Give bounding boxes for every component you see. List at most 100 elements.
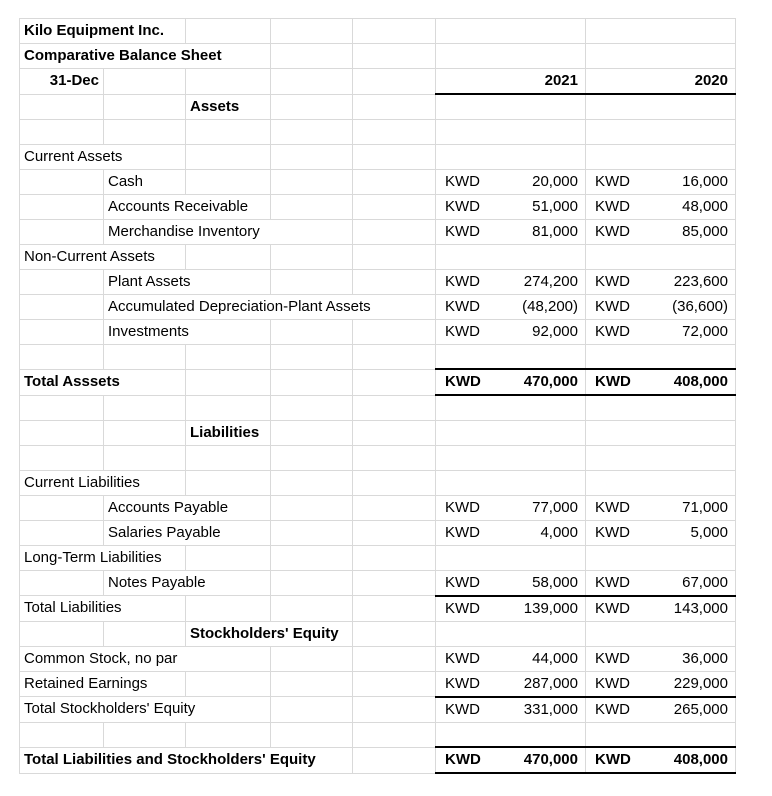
cell-value-2020[interactable]: KWD 265,000 [585,695,736,723]
cell-empty[interactable] [103,419,186,446]
cell-empty[interactable] [352,268,436,295]
cell-empty[interactable] [352,696,436,723]
cell-label[interactable]: Stockholders' Equity [185,620,353,647]
cell-empty[interactable] [352,243,436,270]
cell-value-2021[interactable] [435,118,586,145]
cell-empty[interactable] [270,18,353,44]
cell-value-2020[interactable] [585,394,736,421]
cell-value-2021[interactable]: KWD 81,000 [435,218,586,245]
cell-empty[interactable] [352,43,436,69]
cell-label[interactable]: Assets [185,93,271,120]
cell-value-2021[interactable] [435,721,586,748]
cell-empty[interactable] [103,444,186,471]
cell-empty[interactable] [352,368,436,396]
cell-empty[interactable] [103,68,186,95]
cell-empty[interactable] [103,118,186,145]
cell-empty[interactable] [352,18,436,44]
cell-label[interactable]: Accounts Payable [103,494,271,521]
cell-value-2021[interactable] [435,620,586,647]
cell-empty[interactable] [19,394,104,421]
cell-empty[interactable] [185,444,271,471]
cell-empty[interactable] [352,193,436,220]
cell-value-2021[interactable] [435,43,586,69]
year-header-2021[interactable]: 2021 [435,68,586,95]
cell-empty[interactable] [270,394,353,421]
cell-empty[interactable] [352,168,436,195]
cell-value-2021[interactable]: KWD 470,000 [435,746,586,774]
cell-empty[interactable] [19,569,104,596]
cell-empty[interactable] [270,168,353,195]
cell-value-2021[interactable]: KWD 51,000 [435,193,586,220]
cell-value-2020[interactable] [585,544,736,571]
cell-empty[interactable] [270,193,353,220]
cell-value-2021[interactable] [435,343,586,370]
cell-empty[interactable] [185,368,271,396]
cell-label[interactable]: Liabilities [185,419,271,446]
cell-empty[interactable] [270,595,353,622]
cell-value-2021[interactable]: KWD 287,000 [435,670,586,697]
cell-value-2020[interactable] [585,419,736,446]
cell-empty[interactable] [352,544,436,571]
cell-label[interactable]: Accumulated Depreciation-Plant Assets [103,293,436,320]
cell-label[interactable]: Kilo Equipment Inc. [19,18,186,44]
cell-value-2021[interactable]: KWD (48,200) [435,293,586,320]
cell-value-2021[interactable]: KWD 44,000 [435,645,586,672]
cell-value-2020[interactable]: KWD 408,000 [585,368,736,396]
cell-empty[interactable] [270,469,353,496]
cell-empty[interactable] [185,68,271,95]
cell-empty[interactable] [19,118,104,145]
cell-value-2020[interactable] [585,243,736,270]
cell-value-2021[interactable]: KWD 20,000 [435,168,586,195]
cell-value-2021[interactable] [435,544,586,571]
cell-empty[interactable] [352,569,436,596]
cell-empty[interactable] [352,620,436,647]
cell-empty[interactable] [270,544,353,571]
cell-value-2020[interactable]: KWD (36,600) [585,293,736,320]
cell-empty[interactable] [352,746,436,774]
cell-label[interactable]: Total Asssets [19,368,186,396]
cell-empty[interactable] [19,519,104,546]
cell-value-2020[interactable]: KWD 48,000 [585,193,736,220]
cell-empty[interactable] [19,268,104,295]
cell-empty[interactable] [352,394,436,421]
cell-empty[interactable] [352,93,436,120]
cell-label[interactable]: Total Liabilities and Stockholders' Equi… [19,746,353,774]
cell-empty[interactable] [352,218,436,245]
cell-empty[interactable] [270,93,353,120]
year-header-2020[interactable]: 2020 [585,68,736,95]
cell-value-2020[interactable]: KWD 408,000 [585,746,736,774]
cell-empty[interactable] [103,620,186,647]
cell-empty[interactable] [352,721,436,748]
cell-label[interactable]: Current Liabilities [19,469,186,496]
cell-value-2020[interactable] [585,469,736,496]
cell-empty[interactable] [270,43,353,69]
cell-value-2020[interactable] [585,18,736,44]
cell-empty[interactable] [270,68,353,95]
cell-empty[interactable] [270,343,353,370]
cell-empty[interactable] [185,118,271,145]
cell-empty[interactable] [270,696,353,723]
cell-label[interactable]: Non-Current Assets [19,243,186,270]
cell-value-2020[interactable]: KWD 85,000 [585,218,736,245]
cell-empty[interactable] [19,93,104,120]
cell-empty[interactable] [185,143,271,170]
cell-empty[interactable] [352,469,436,496]
cell-empty[interactable] [19,419,104,446]
cell-value-2021[interactable]: KWD 58,000 [435,569,586,596]
cell-value-2020[interactable] [585,118,736,145]
cell-value-2021[interactable]: KWD 470,000 [435,368,586,396]
cell-value-2020[interactable]: KWD 67,000 [585,569,736,596]
cell-empty[interactable] [19,318,104,345]
cell-label[interactable]: Current Assets [19,143,186,170]
cell-empty[interactable] [352,68,436,95]
cell-empty[interactable] [270,519,353,546]
cell-value-2021[interactable] [435,394,586,421]
cell-empty[interactable] [185,670,271,697]
cell-empty[interactable] [270,268,353,295]
cell-empty[interactable] [19,193,104,220]
cell-value-2021[interactable]: KWD 139,000 [435,594,586,622]
cell-empty[interactable] [185,595,271,622]
cell-value-2020[interactable]: KWD 143,000 [585,594,736,622]
cell-empty[interactable] [185,343,271,370]
cell-empty[interactable] [352,419,436,446]
